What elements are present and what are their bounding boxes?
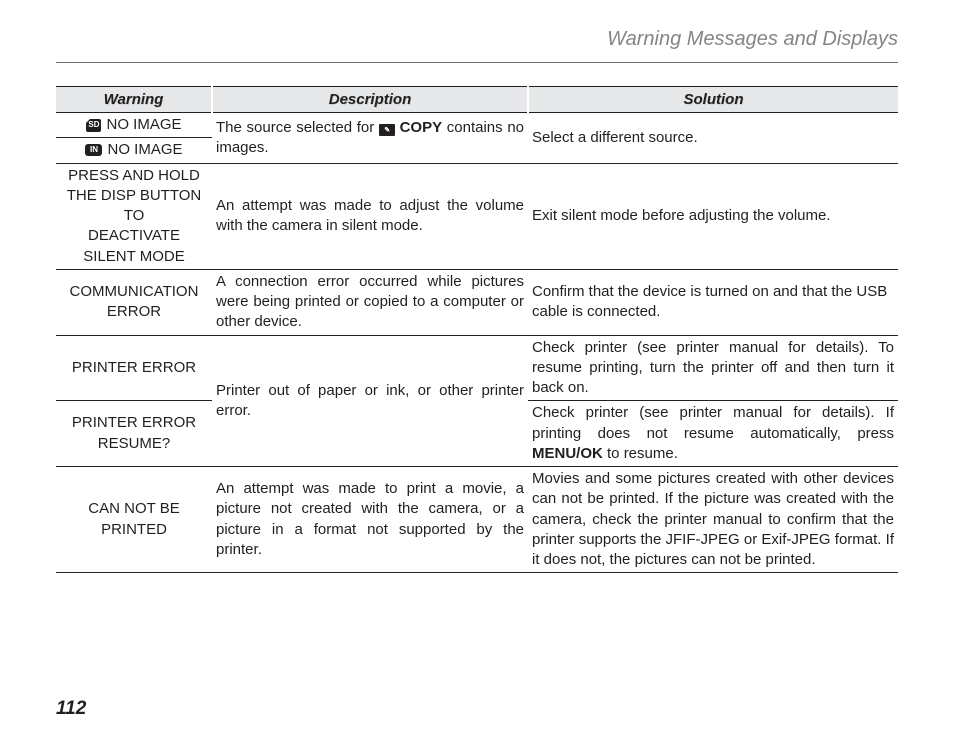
sd-card-icon: SD xyxy=(86,119,101,132)
warning-cell: PRESS AND HOLD THE DISP BUTTON TO DEACTI… xyxy=(56,163,212,269)
description-cell: The source selected for ✎ COPY contains … xyxy=(212,113,528,164)
warning-cell: SD NO IMAGE xyxy=(56,113,212,138)
warning-cell: PRINTER ERROR RESUME? xyxy=(56,401,212,467)
warning-text: NO IMAGE xyxy=(106,115,181,135)
table-row: PRESS AND HOLD THE DISP BUTTON TO DEACTI… xyxy=(56,163,898,269)
warnings-table: Warning Description Solution SD NO IMAGE… xyxy=(56,86,898,573)
sol-text: to resume. xyxy=(603,445,678,462)
manual-page: Warning Messages and Displays Warning De… xyxy=(0,0,954,748)
warning-cell: CAN NOT BE PRINTED xyxy=(56,467,212,573)
warning-text: THE DISP BUTTON TO xyxy=(60,186,208,227)
warning-cell: PRINTER ERROR xyxy=(56,335,212,401)
desc-bold: COPY xyxy=(400,119,443,136)
warning-text: RESUME? xyxy=(60,434,208,454)
description-cell: A connection error occurred while pictur… xyxy=(212,269,528,335)
table-row: COMMUNICATION ERROR A connection error o… xyxy=(56,269,898,335)
warning-text: NO IMAGE xyxy=(107,140,182,160)
table-row: PRINTER ERROR Printer out of paper or in… xyxy=(56,335,898,401)
col-header-warning: Warning xyxy=(56,87,212,113)
warning-cell: IN NO IMAGE xyxy=(56,138,212,163)
col-header-description: Description xyxy=(212,87,528,113)
warning-text: PRINTER ERROR xyxy=(60,413,208,433)
warning-text: DEACTIVATE SILENT MODE xyxy=(60,226,208,267)
desc-text: The source selected for xyxy=(216,119,379,136)
page-number: 112 xyxy=(56,698,86,720)
warning-cell: COMMUNICATION ERROR xyxy=(56,269,212,335)
solution-cell: Confirm that the device is turned on and… xyxy=(528,269,898,335)
description-cell: An attempt was made to adjust the volume… xyxy=(212,163,528,269)
sol-text: Check printer (see printer manual for de… xyxy=(532,404,894,441)
copy-icon: ✎ xyxy=(379,124,395,136)
solution-cell: Check printer (see printer manual for de… xyxy=(528,335,898,401)
solution-cell: Check printer (see printer manual for de… xyxy=(528,401,898,467)
section-title: Warning Messages and Displays xyxy=(56,28,898,63)
table-row: SD NO IMAGE The source selected for ✎ CO… xyxy=(56,113,898,138)
solution-cell: Movies and some pictures created with ot… xyxy=(528,467,898,573)
sol-bold: MENU/OK xyxy=(532,445,603,462)
internal-memory-icon: IN xyxy=(85,144,102,156)
description-cell: An attempt was made to print a movie, a … xyxy=(212,467,528,573)
table-header-row: Warning Description Solution xyxy=(56,87,898,113)
col-header-solution: Solution xyxy=(528,87,898,113)
table-row: CAN NOT BE PRINTED An attempt was made t… xyxy=(56,467,898,573)
solution-cell: Select a different source. xyxy=(528,113,898,164)
header-rule xyxy=(56,62,898,63)
solution-cell: Exit silent mode before adjusting the vo… xyxy=(528,163,898,269)
warning-text: PRESS AND HOLD xyxy=(60,166,208,186)
description-cell: Printer out of paper or ink, or other pr… xyxy=(212,335,528,467)
